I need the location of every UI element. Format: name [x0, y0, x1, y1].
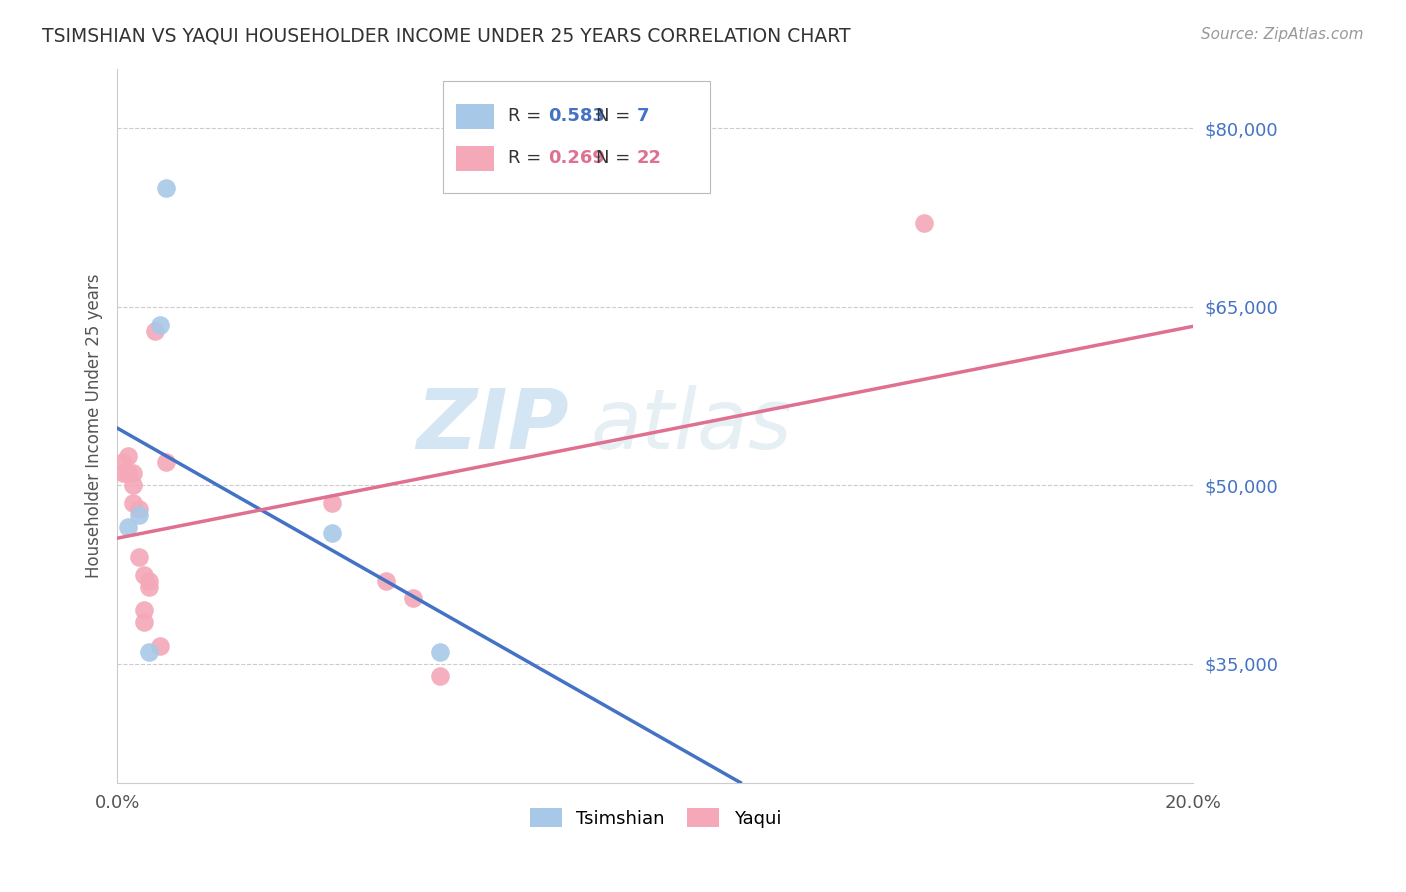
Point	[155, 454, 177, 468]
Text: Source: ZipAtlas.com: Source: ZipAtlas.com	[1201, 27, 1364, 42]
Point	[132, 603, 155, 617]
Point	[912, 216, 935, 230]
Point	[117, 449, 139, 463]
Text: N =: N =	[596, 149, 636, 167]
FancyBboxPatch shape	[456, 104, 494, 129]
Text: atlas: atlas	[591, 385, 793, 467]
Point	[111, 467, 134, 481]
Point	[122, 478, 145, 492]
FancyBboxPatch shape	[443, 81, 710, 193]
Text: TSIMSHIAN VS YAQUI HOUSEHOLDER INCOME UNDER 25 YEARS CORRELATION CHART: TSIMSHIAN VS YAQUI HOUSEHOLDER INCOME UN…	[42, 27, 851, 45]
Legend: Tsimshian, Yaqui: Tsimshian, Yaqui	[522, 801, 789, 835]
Text: R =: R =	[508, 107, 547, 126]
Text: 0.269: 0.269	[548, 149, 605, 167]
Point	[132, 615, 155, 630]
Y-axis label: Householder Income Under 25 years: Householder Income Under 25 years	[86, 274, 103, 578]
Point	[149, 318, 172, 332]
Point	[132, 567, 155, 582]
Point	[117, 520, 139, 534]
Text: 22: 22	[637, 149, 662, 167]
Point	[155, 180, 177, 194]
Point	[117, 467, 139, 481]
Point	[111, 454, 134, 468]
Point	[138, 645, 160, 659]
Point	[143, 324, 166, 338]
Point	[429, 669, 451, 683]
Point	[138, 580, 160, 594]
Point	[429, 645, 451, 659]
Point	[321, 496, 343, 510]
Point	[149, 639, 172, 653]
Text: 0.583: 0.583	[548, 107, 605, 126]
Text: R =: R =	[508, 149, 547, 167]
Text: N =: N =	[596, 107, 636, 126]
Point	[128, 549, 150, 564]
Point	[321, 525, 343, 540]
Text: 7: 7	[637, 107, 650, 126]
Point	[375, 574, 398, 588]
Point	[122, 467, 145, 481]
Point	[128, 502, 150, 516]
Point	[122, 496, 145, 510]
Point	[138, 574, 160, 588]
Text: ZIP: ZIP	[416, 385, 569, 467]
Point	[128, 508, 150, 522]
Point	[402, 591, 425, 606]
FancyBboxPatch shape	[456, 145, 494, 170]
